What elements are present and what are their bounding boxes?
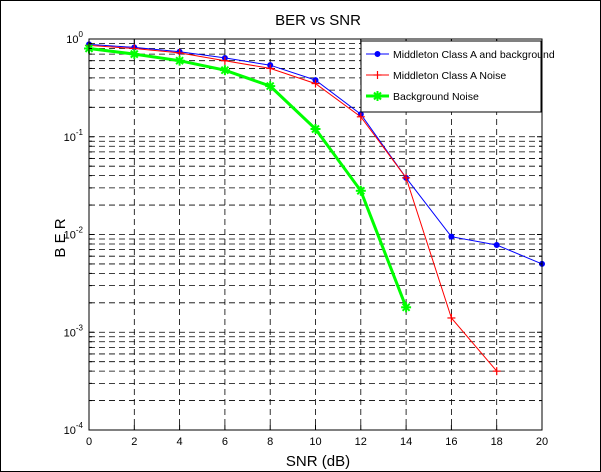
legend-box: [360, 40, 542, 113]
x-tick-label: 8: [267, 436, 273, 448]
series-2: [85, 41, 501, 376]
x-axis-label: SNR (dB): [286, 453, 350, 470]
data-point: [373, 71, 382, 79]
y-tick-label: 10-1: [64, 128, 84, 144]
legend-label: Middleton Class A and background: [393, 49, 555, 61]
x-tick-label: 4: [177, 436, 183, 448]
data-point: [374, 51, 381, 57]
legend-entry: Middleton Class A and background: [366, 49, 555, 61]
y-tick-label: 10-2: [64, 226, 84, 242]
data-point: [129, 49, 140, 60]
legend-entry: Background Noise: [366, 91, 479, 103]
y-tick-label: 100: [66, 30, 83, 46]
x-tick-label: 0: [86, 436, 92, 448]
series-3: [84, 43, 412, 313]
y-tick-label: 10-4: [64, 421, 84, 437]
legend-entry: Middleton Class A Noise: [366, 70, 506, 82]
x-tick-label: 14: [400, 436, 412, 448]
legend-label: Background Noise: [393, 91, 479, 103]
data-point: [174, 55, 185, 66]
x-tick-label: 12: [355, 436, 367, 448]
data-point: [402, 173, 411, 182]
grid-lines: [89, 39, 542, 430]
chart-title: BER vs SNR: [275, 12, 361, 29]
x-tick-label: 20: [536, 436, 548, 448]
data-point: [448, 233, 455, 240]
data-point: [355, 185, 366, 196]
data-point: [492, 367, 501, 376]
data-point: [372, 91, 383, 101]
series-line: [88, 44, 498, 372]
x-tick-label: 18: [491, 436, 503, 448]
data-point: [493, 242, 500, 249]
data-point: [447, 313, 456, 322]
x-tick-label: 6: [222, 436, 228, 448]
data-point: [266, 64, 275, 73]
data-point: [219, 65, 230, 76]
x-tick-label: 2: [131, 436, 137, 448]
y-axis-label: B E R: [52, 218, 69, 257]
series-layer: [84, 41, 545, 376]
x-tick-label: 10: [309, 436, 321, 448]
y-tick-label: 10-3: [64, 323, 84, 339]
x-tick-label: 16: [445, 436, 457, 448]
data-point: [265, 81, 276, 92]
series-line: [88, 47, 408, 308]
data-point: [220, 56, 229, 65]
data-point: [310, 124, 321, 135]
data-point: [356, 112, 365, 121]
legend-label: Middleton Class A Noise: [393, 70, 506, 82]
data-point: [175, 48, 184, 57]
data-point: [401, 302, 412, 313]
tick-labels: 0 2 4 6 8 10 12 14 16 18 20 100 10-1 10-2 10-3 10-4: [64, 30, 549, 448]
legend: Middleton Class A and background Middleto…: [360, 40, 555, 113]
data-point: [311, 79, 320, 88]
